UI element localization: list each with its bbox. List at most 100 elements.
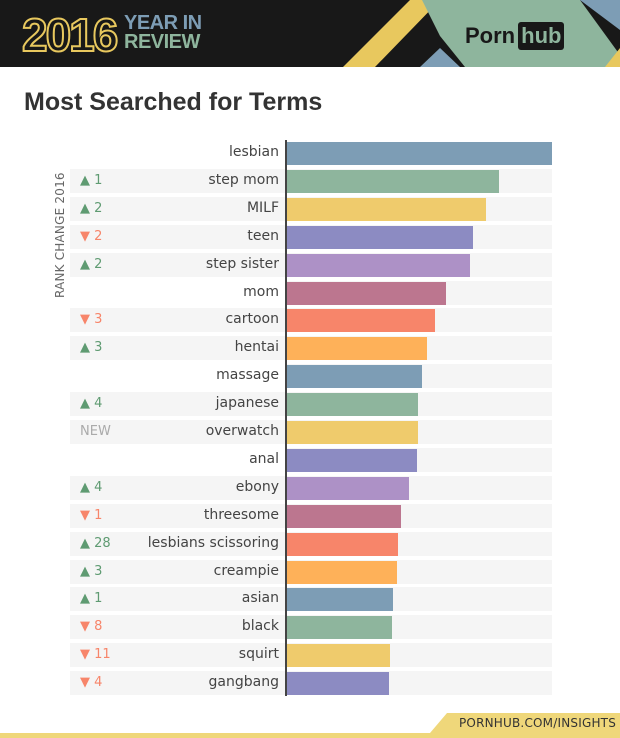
row-background [70,559,287,584]
bar [287,337,428,361]
term-label: lesbians scissoring [147,534,279,551]
arrow-up-icon: ▲ [80,200,95,216]
rank-change: ▼ 1 [80,508,102,523]
bar [287,365,423,389]
bar [287,532,399,556]
arrow-down-icon: ▼ [80,507,95,523]
row-background [70,392,287,417]
rank-change-value: 2 [94,228,103,244]
chart-row: japanese ▲ 4 [0,392,620,417]
term-label: squirt [238,646,279,663]
rank-change: ▲ 1 [80,591,102,606]
bar [287,169,499,193]
rank-change: ▲ 4 [80,480,102,495]
insights-link[interactable]: PORNHUB.COM/INSIGHTS [459,716,617,730]
rank-change: ▼ 11 [80,647,111,662]
rank-change: ▲ 28 [80,536,111,551]
chart-row: black ▼ 8 [0,615,620,640]
bar [287,421,419,444]
header-banner: 2016 YEAR IN REVIEW Porn hub [0,0,620,67]
rank-change-value: 1 [94,591,103,607]
rank-change-value: 4 [94,479,103,495]
row-background [70,224,287,249]
bar [287,616,392,640]
chart-row: asian ▲ 1 [0,587,620,612]
chart-axis [285,140,287,696]
term-label: black [241,618,279,635]
term-label: overwatch [205,423,279,439]
rank-change-value: 4 [94,396,103,412]
row-background [70,671,287,696]
bar [287,142,552,165]
arrow-up-icon: ▲ [80,479,95,495]
chart-row: creampie ▲ 3 [0,559,620,584]
row-background [70,252,287,277]
row-background [70,336,287,361]
term-label: mom [243,283,279,300]
arrow-up-icon: ▲ [80,340,95,356]
arrow-down-icon: ▼ [80,675,95,691]
row-background [70,420,287,444]
chart-row: lesbian [0,141,620,165]
bar [287,476,409,500]
bar [287,588,393,612]
chart-row: ebony ▲ 4 [0,475,620,500]
term-label: MILF [246,199,279,216]
rank-change-value: NEW [80,424,111,439]
rank-change: NEW [80,424,111,439]
bar [287,197,486,221]
bar [287,253,470,277]
arrow-down-icon: ▼ [80,312,95,328]
chart-row: mom [0,280,620,305]
logo-right: hub [518,22,565,50]
bar [287,644,391,668]
chart-row: step mom ▲ 1 [0,168,620,193]
rank-change: ▲ 2 [80,257,102,272]
rank-change-value: 3 [94,312,103,328]
rank-change: ▲ 3 [80,340,102,355]
chart-row: gangbang ▼ 4 [0,671,620,696]
bar [287,504,401,528]
arrow-down-icon: ▼ [80,647,95,663]
rank-change: ▲ 4 [80,396,102,411]
arrow-up-icon: ▲ [80,535,95,551]
rank-change-value: 2 [94,200,103,216]
chart-row: teen ▼ 2 [0,224,620,249]
term-label: creampie [213,562,279,579]
year-in-review-text: YEAR IN REVIEW [124,12,202,53]
row-background [70,196,287,221]
chart-title: Most Searched for Terms [24,88,323,116]
chart-row: overwatch NEW [0,420,620,444]
row-background [70,531,287,556]
review-line: REVIEW [124,31,200,53]
chart-row: MILF ▲ 2 [0,196,620,221]
term-label: massage [216,367,279,384]
rank-change-value: 3 [94,563,103,579]
row-background [70,503,287,528]
arrow-down-icon: ▼ [80,228,95,244]
arrow-down-icon: ▼ [80,619,95,635]
term-label: japanese [215,395,279,412]
rank-change: ▼ 3 [80,312,102,327]
term-label: gangbang [208,674,279,691]
rank-change-value: 28 [94,535,111,551]
term-label: step sister [205,255,279,272]
bar [287,672,390,696]
bar [287,225,473,249]
chart-row: cartoon ▼ 3 [0,308,620,333]
row-background [70,615,287,640]
row-background [70,308,287,333]
rank-change-value: 4 [94,675,103,691]
term-label: anal [249,450,279,467]
term-label: lesbian [228,144,279,160]
chart-row: anal [0,447,620,472]
rank-change: ▲ 1 [80,173,102,188]
bar [287,560,397,584]
bar [287,281,446,305]
rank-change: ▼ 4 [80,675,102,690]
row-background [70,587,287,612]
bar [287,309,436,333]
year-in-line: YEAR IN [124,12,202,34]
bar [287,393,419,417]
rank-change: ▼ 8 [80,619,102,634]
